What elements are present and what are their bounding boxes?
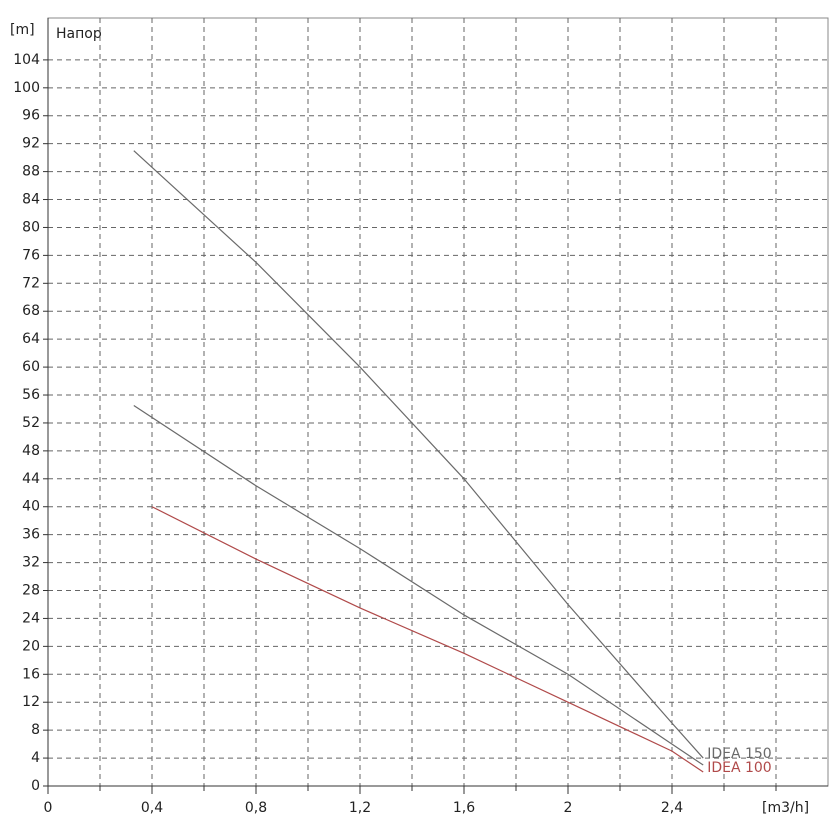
y-tick-label: 32 bbox=[22, 555, 40, 571]
y-tick-label: 104 bbox=[13, 52, 40, 68]
y-tick-label: 92 bbox=[22, 136, 40, 152]
y-tick-label: 96 bbox=[22, 108, 40, 124]
y-tick-label: 60 bbox=[22, 359, 40, 375]
y-tick-label: 16 bbox=[22, 666, 40, 682]
y-tick-label: 36 bbox=[22, 527, 40, 543]
x-unit: [m3/h] bbox=[762, 800, 809, 816]
y-tick-label: 44 bbox=[22, 471, 40, 487]
x-tick-label: 1,6 bbox=[453, 800, 475, 816]
y-tick-label: 40 bbox=[22, 499, 40, 515]
series-line bbox=[133, 150, 704, 759]
y-tick-label: 68 bbox=[22, 303, 40, 319]
series-label: IDEA 100 bbox=[707, 760, 772, 776]
y-tick-label: 48 bbox=[22, 443, 40, 459]
y-unit: [m] bbox=[10, 22, 35, 38]
y-tick-label: 20 bbox=[22, 638, 40, 654]
series-line bbox=[151, 506, 704, 773]
x-tick-label: 2,4 bbox=[661, 800, 683, 816]
chart-title: Напор bbox=[56, 26, 102, 42]
y-tick-label: 12 bbox=[22, 694, 40, 710]
series-label: IDEA 150 bbox=[707, 746, 772, 762]
series-line bbox=[133, 404, 704, 766]
y-tick-label: 100 bbox=[13, 80, 40, 96]
x-tick-label: 1,2 bbox=[349, 800, 371, 816]
y-tick-label: 52 bbox=[22, 415, 40, 431]
y-tick-label: 88 bbox=[22, 164, 40, 180]
x-tick-label: 0,8 bbox=[245, 800, 267, 816]
y-tick-label: 76 bbox=[22, 247, 40, 263]
x-tick-label: 0 bbox=[44, 800, 53, 816]
y-tick-label: 24 bbox=[22, 610, 40, 626]
y-tick-label: 64 bbox=[22, 331, 40, 347]
plot-frame bbox=[47, 17, 829, 787]
y-tick-label: 80 bbox=[22, 219, 40, 235]
x-tick-label: 0,4 bbox=[141, 800, 163, 816]
y-tick-label: 72 bbox=[22, 275, 40, 291]
x-tick-label: 2 bbox=[564, 800, 573, 816]
y-tick-label: 28 bbox=[22, 583, 40, 599]
y-tick-label: 0 bbox=[31, 778, 40, 794]
y-tick-label: 8 bbox=[31, 722, 40, 738]
y-tick-label: 84 bbox=[22, 192, 40, 208]
y-tick-label: 4 bbox=[31, 750, 40, 766]
y-tick-label: 56 bbox=[22, 387, 40, 403]
